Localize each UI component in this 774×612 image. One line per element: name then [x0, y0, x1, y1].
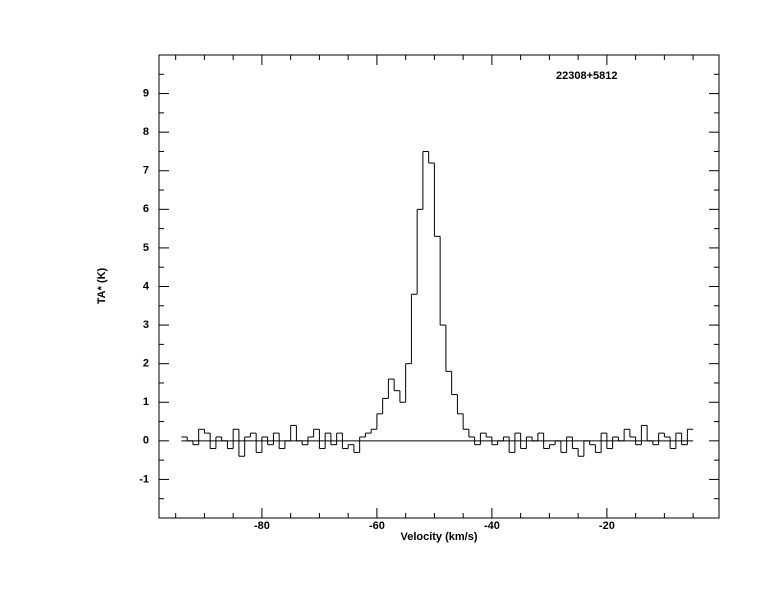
y-tick-label: 2 [143, 358, 149, 370]
y-tick-label: 8 [143, 126, 149, 138]
y-tick-label: 3 [143, 319, 149, 331]
x-tick-label: -80 [254, 520, 270, 532]
x-tick-label: -40 [484, 520, 500, 532]
y-tick-label: 7 [143, 165, 149, 177]
y-tick-label: 5 [143, 242, 149, 254]
y-tick-label: 6 [143, 203, 149, 215]
y-axis-label: TA* (K) [96, 267, 108, 304]
y-tick-label: 1 [143, 396, 149, 408]
plot-frame [158, 54, 720, 519]
y-tick-label: 9 [143, 87, 149, 99]
chart-title: 22308+5812 [556, 70, 617, 82]
x-tick-label: -20 [599, 520, 615, 532]
y-tick-label: -1 [139, 473, 149, 485]
x-tick-label: -60 [369, 520, 385, 532]
y-tick-label: 4 [143, 280, 150, 292]
x-axis-label: Velocity (km/s) [400, 531, 477, 543]
y-tick-label: 0 [143, 435, 149, 447]
